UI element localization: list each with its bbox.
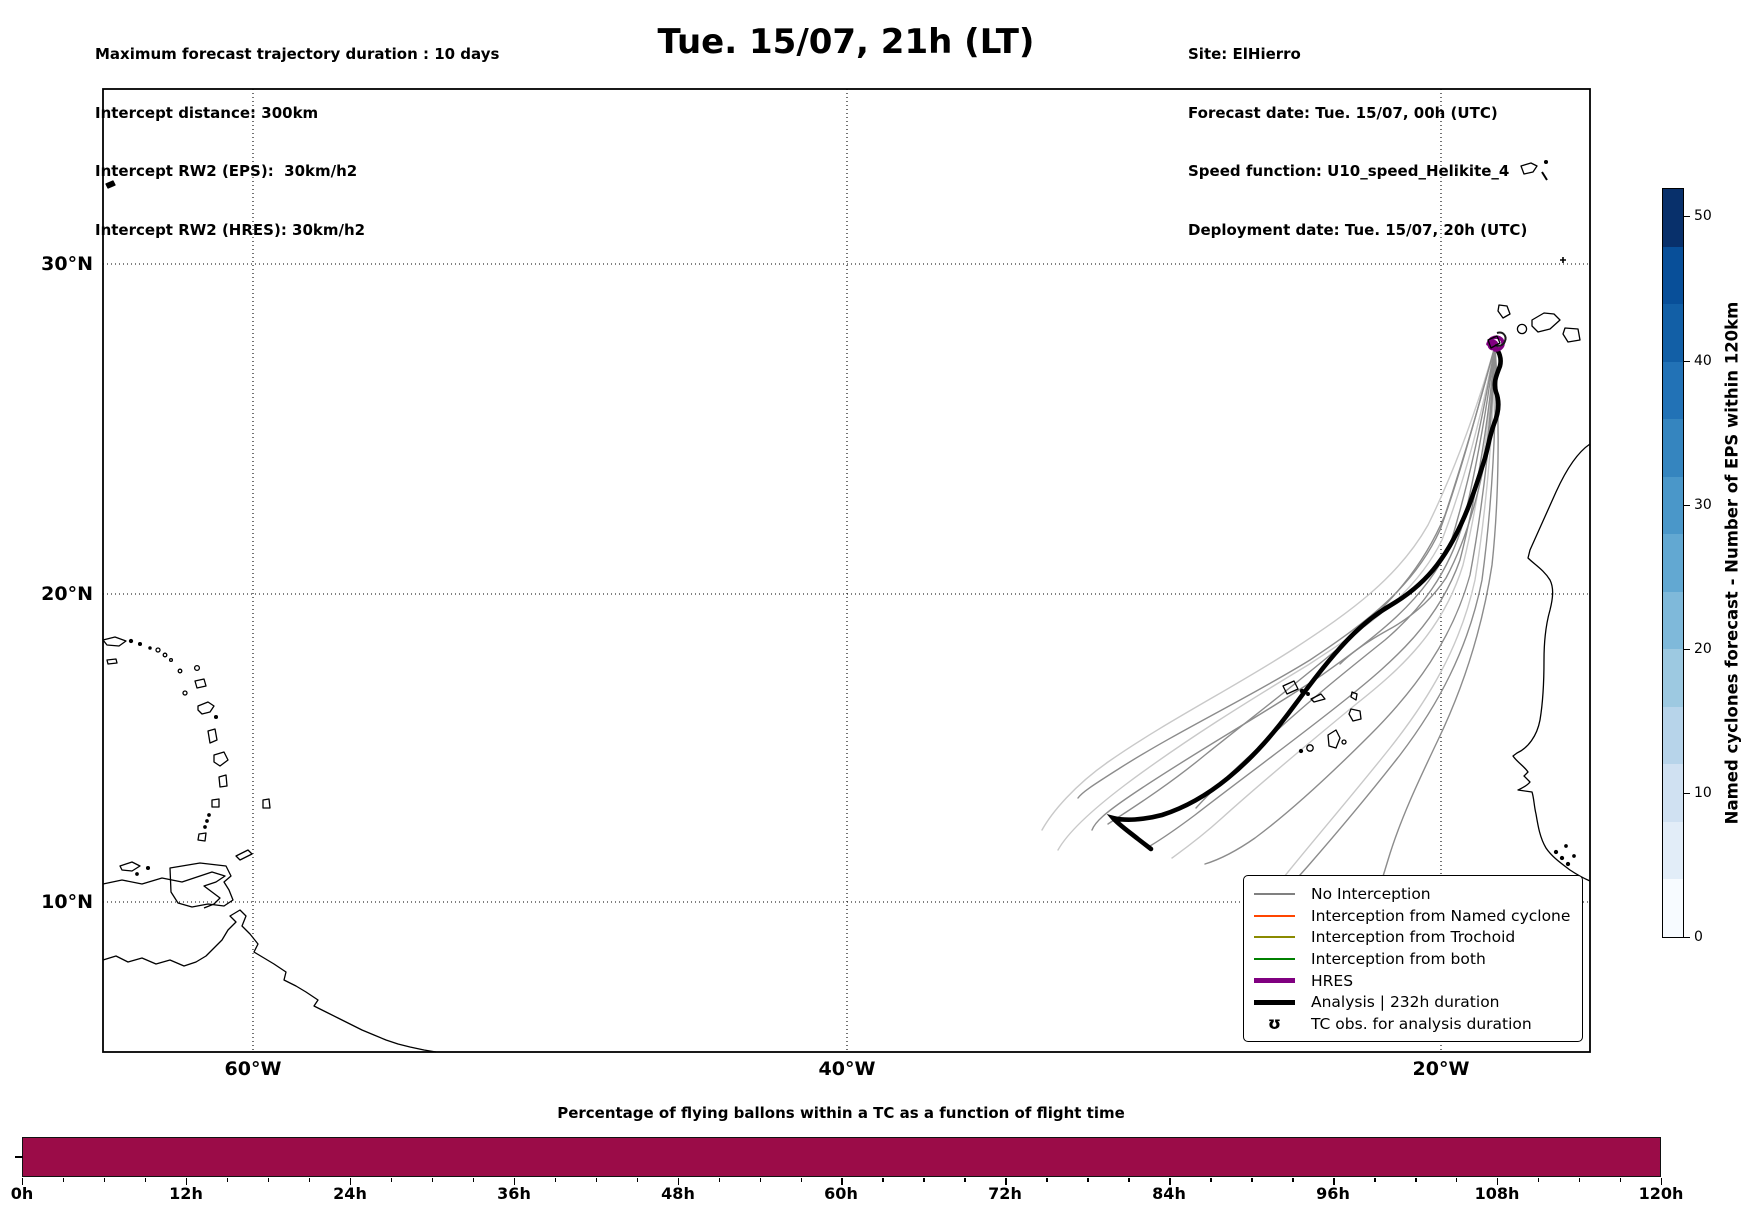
trajectory-analysis xyxy=(1106,343,1503,852)
colorbar-tick-50 xyxy=(1684,216,1690,218)
colorbar xyxy=(1662,188,1684,938)
header-right-block: Site: ElHierro Forecast date: Tue. 15/07… xyxy=(1188,6,1527,279)
legend-item-hres: HRES xyxy=(1254,970,1574,992)
legend-line-green xyxy=(1254,958,1295,961)
trajectories-eps-gray xyxy=(1077,345,1499,1041)
lon-label-20w: 20°W xyxy=(1412,1058,1470,1080)
legend-item-both: Interception from both xyxy=(1254,948,1574,970)
lat-label-30n: 30°N xyxy=(41,253,93,275)
colorbar-tick-20 xyxy=(1684,649,1690,651)
colorbar-ticklabel-30: 30 xyxy=(1694,497,1712,513)
legend-line-black xyxy=(1254,999,1295,1005)
tc-obs-marker xyxy=(1494,331,1507,347)
map-gridlines xyxy=(103,89,1590,1052)
bottom-chart-axes xyxy=(22,1137,1661,1177)
colorbar-tick-30 xyxy=(1684,505,1690,507)
colorbar-tick-40 xyxy=(1684,361,1690,363)
legend-item-analysis: Analysis | 232h duration xyxy=(1254,992,1574,1014)
map-frame xyxy=(102,88,1591,1053)
lon-label-40w: 40°W xyxy=(818,1058,876,1080)
legend-line-olive xyxy=(1254,936,1295,939)
legend-item-named-cyclone: Interception from Named cyclone xyxy=(1254,905,1574,927)
page-title: Tue. 15/07, 21h (LT) xyxy=(657,22,1035,62)
cyclone-icon: ʊ xyxy=(1267,1014,1282,1035)
legend-item-tc-obs: ʊ TC obs. for analysis duration xyxy=(1254,1013,1574,1035)
trajectories-eps-lightgray xyxy=(1041,345,1496,919)
colorbar-label: Named cyclones forecast - Number of EPS … xyxy=(1722,301,1742,825)
bottom-chart-title: Percentage of flying ballons within a TC… xyxy=(557,1104,1125,1122)
xtick-label-24h: 24h xyxy=(333,1184,367,1203)
xtick-label-96h: 96h xyxy=(1316,1184,1350,1203)
colorbar-ticklabel-0: 0 xyxy=(1694,929,1703,945)
map-legend: No Interception Interception from Named … xyxy=(1243,875,1583,1042)
site-text: Site: ElHierro xyxy=(1188,45,1301,63)
legend-line-gray xyxy=(1254,892,1295,895)
colorbar-ticklabel-20: 20 xyxy=(1694,641,1712,657)
intercept-rw2-hres-text: Intercept RW2 (HRES): 30km/h2 xyxy=(95,220,366,239)
lat-label-10n: 10°N xyxy=(41,891,93,913)
colorbar-ticklabel-10: 10 xyxy=(1694,785,1712,801)
percentage-bar xyxy=(23,1138,1660,1176)
xtick-label-120h: 120h xyxy=(1638,1184,1684,1203)
intercept-distance-text: Intercept distance: 300km xyxy=(95,103,319,122)
xtick-label-108h: 108h xyxy=(1474,1184,1520,1203)
deployment-date-text: Deployment date: Tue. 15/07, 20h (UTC) xyxy=(1188,220,1528,239)
speed-function-text: Speed function: U10_speed_Helikite_4 xyxy=(1188,162,1510,180)
xtick-label-84h: 84h xyxy=(1152,1184,1186,1203)
xtick-label-72h: 72h xyxy=(988,1184,1022,1203)
colorbar-tick-0 xyxy=(1684,937,1690,939)
xtick-label-48h: 48h xyxy=(661,1184,695,1203)
xtick-label-12h: 12h xyxy=(169,1184,203,1203)
legend-line-purple xyxy=(1254,978,1295,984)
intercept-rw2-eps-text: Intercept RW2 (EPS): 30km/h2 xyxy=(95,162,358,180)
max-duration-text: Maximum forecast trajectory duration : 1… xyxy=(95,45,500,63)
colorbar-ticklabel-40: 40 xyxy=(1694,353,1712,369)
legend-item-trochoid: Interception from Trochoid xyxy=(1254,926,1574,948)
colorbar-ticklabel-50: 50 xyxy=(1694,208,1712,224)
coastlines xyxy=(102,159,1591,1053)
legend-line-orangered xyxy=(1254,914,1295,917)
header-left-block: Maximum forecast trajectory duration : 1… xyxy=(95,6,499,279)
xtick-label-36h: 36h xyxy=(497,1184,531,1203)
legend-item-no-interception: No Interception xyxy=(1254,883,1574,905)
forecast-date-text: Forecast date: Tue. 15/07, 00h (UTC) xyxy=(1188,103,1498,122)
colorbar-tick-10 xyxy=(1684,793,1690,795)
xtick-label-0h: 0h xyxy=(10,1184,34,1203)
lon-label-60w: 60°W xyxy=(224,1058,282,1080)
bottom-chart-ytick xyxy=(15,1156,23,1158)
lat-label-20n: 20°N xyxy=(41,583,93,605)
xtick-label-60h: 60h xyxy=(824,1184,858,1203)
